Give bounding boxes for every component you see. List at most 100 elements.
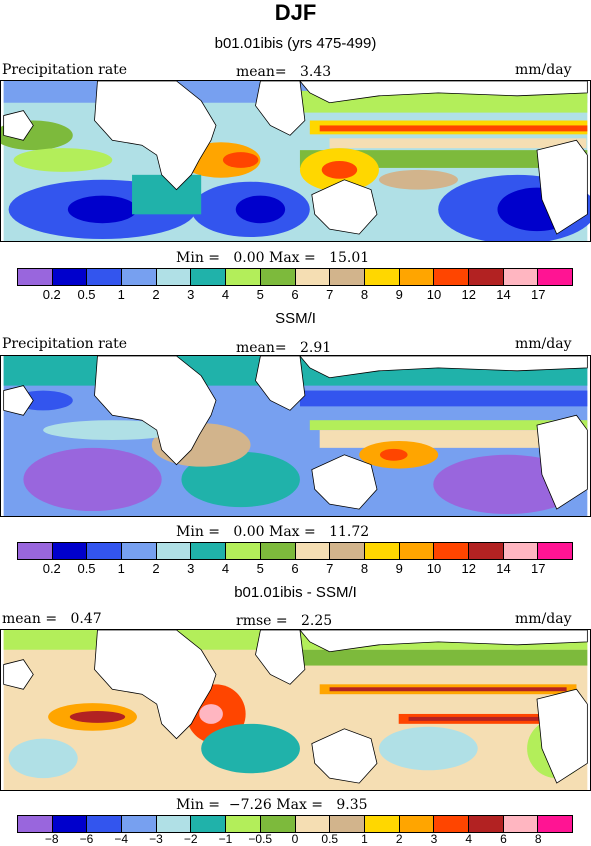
colorbar-tick-label: 2 xyxy=(152,287,160,302)
panel1-subtitle: b01.01ibis (yrs 475-499) xyxy=(214,35,377,52)
colorbar-tick-label: 14 xyxy=(496,561,511,576)
colorbar-tick-label: 3 xyxy=(187,561,195,576)
colorbar-tick-label: 3 xyxy=(430,832,438,846)
panel3-mean: mean = 0.47 xyxy=(2,611,102,627)
colorbar-tick-label: 8 xyxy=(534,832,542,846)
colorbar-swatch xyxy=(330,816,365,832)
colorbar-tick-label: −2 xyxy=(183,832,198,846)
colorbar-swatch xyxy=(434,269,469,285)
colorbar-swatch xyxy=(538,543,572,559)
colorbar-swatch xyxy=(364,269,400,285)
colorbar-tick-label: 1 xyxy=(117,287,125,302)
figure-title: DJF xyxy=(274,0,317,25)
colorbar-swatch xyxy=(399,269,435,285)
colorbar-swatch xyxy=(468,269,504,285)
colorbar-tick-label: 0.5 xyxy=(321,832,339,846)
colorbar-tick-label: −1 xyxy=(218,832,233,846)
colorbar-tick-label: 17 xyxy=(531,287,546,302)
colorbar-swatch xyxy=(295,269,331,285)
colorbar-tick-label: 6 xyxy=(500,832,507,846)
colorbar-swatch xyxy=(260,816,296,832)
colorbar-tick-label: 7 xyxy=(326,287,334,302)
colorbar-swatch xyxy=(156,816,192,832)
colorbar-swatch xyxy=(122,816,157,832)
colorbar-swatch xyxy=(52,269,88,285)
panel2-subtitle: SSM/I xyxy=(275,310,316,327)
colorbar-swatch xyxy=(226,543,261,559)
colorbar-swatch xyxy=(503,816,539,832)
colorbar-swatch xyxy=(191,816,227,832)
colorbar-tick-label: 8 xyxy=(360,287,369,302)
colorbar-swatch xyxy=(434,816,469,832)
colorbar-swatch xyxy=(260,269,296,285)
panel2-variable-label: Precipitation rate xyxy=(2,336,128,352)
panel1-colorbar-ticks: 0.2 0.5 1 2 3 4 5 6 7 8 9 10 12 14 17 xyxy=(17,287,573,303)
colorbar-swatch xyxy=(226,816,261,832)
panel1-variable-label: Precipitation rate xyxy=(2,62,128,78)
panel1-units: mm/day xyxy=(515,62,572,78)
colorbar-swatch xyxy=(122,269,157,285)
colorbar-tick-label: −0.5 xyxy=(248,832,273,846)
colorbar-tick-label: 0.2 xyxy=(42,561,61,576)
colorbar-swatch xyxy=(18,543,53,559)
colorbar-swatch xyxy=(156,269,192,285)
panel3-map xyxy=(0,629,591,791)
colorbar-tick-label: −6 xyxy=(79,832,94,846)
colorbar-tick-label: −3 xyxy=(149,832,163,846)
colorbar-swatch xyxy=(295,816,331,832)
colorbar-swatch xyxy=(295,543,331,559)
colorbar-tick-label: 0 xyxy=(291,832,299,846)
panel1-minmax: Min = 0.00 Max = 15.01 xyxy=(176,250,370,266)
colorbar-swatch xyxy=(364,816,400,832)
colorbar-tick-label: 10 xyxy=(426,287,442,302)
colorbar-swatch xyxy=(468,816,504,832)
panel3-minmax: Min = −7.26 Max = 9.35 xyxy=(176,797,368,813)
colorbar-swatch xyxy=(226,269,261,285)
colorbar-swatch xyxy=(18,269,53,285)
colorbar-tick-label: 12 xyxy=(461,287,476,302)
colorbar-swatch xyxy=(156,543,192,559)
colorbar-tick-label: 0.2 xyxy=(42,287,61,302)
colorbar-tick-label: 7 xyxy=(326,561,334,576)
panel3-subtitle: b01.01ibis - SSM/I xyxy=(234,584,357,601)
colorbar-tick-label: 2 xyxy=(152,561,160,576)
colorbar-tick-label: 8 xyxy=(360,561,369,576)
colorbar-swatch xyxy=(87,543,123,559)
colorbar-tick-label: 12 xyxy=(461,561,476,576)
colorbar-tick-label: 3 xyxy=(187,287,195,302)
colorbar-tick-label: 1 xyxy=(361,832,368,846)
colorbar-tick-label: −8 xyxy=(44,832,59,846)
panel3-colorbar-ticks: −8 −6 −4 −3 −2 −1 −0.5 0 0.5 1 2 3 4 6 8 xyxy=(17,832,573,846)
colorbar-swatch xyxy=(503,269,539,285)
colorbar-tick-label: 5 xyxy=(256,561,264,576)
colorbar-swatch xyxy=(468,543,504,559)
colorbar-swatch xyxy=(330,269,365,285)
colorbar-swatch xyxy=(260,543,296,559)
colorbar-tick-label: 17 xyxy=(531,561,546,576)
colorbar-swatch xyxy=(122,543,157,559)
panel3-units: mm/day xyxy=(515,611,572,627)
colorbar-swatch xyxy=(538,816,572,832)
colorbar-tick-label: 2 xyxy=(395,832,403,846)
panel2-map xyxy=(0,355,591,517)
colorbar-swatch xyxy=(434,543,469,559)
panel2-minmax: Min = 0.00 Max = 11.72 xyxy=(176,524,370,540)
colorbar-swatch xyxy=(87,269,123,285)
panel1-mean: mean= 3.43 xyxy=(236,64,332,80)
colorbar-tick-label: 1 xyxy=(117,561,125,576)
colorbar-tick-label: 9 xyxy=(395,561,403,576)
colorbar-swatch xyxy=(538,269,572,285)
colorbar-tick-label: 4 xyxy=(221,561,230,576)
colorbar-tick-label: 9 xyxy=(395,287,403,302)
colorbar-tick-label: 14 xyxy=(496,287,511,302)
colorbar-tick-label: 4 xyxy=(221,287,230,302)
panel3-colorbar xyxy=(17,815,573,833)
colorbar-tick-label: 10 xyxy=(426,561,442,576)
colorbar-swatch xyxy=(399,543,435,559)
colorbar-swatch xyxy=(87,816,123,832)
colorbar-swatch xyxy=(399,816,435,832)
colorbar-tick-label: −4 xyxy=(114,832,129,846)
panel1-colorbar xyxy=(17,268,573,286)
panel1-map xyxy=(0,80,591,242)
colorbar-tick-label: 0.5 xyxy=(77,287,96,302)
